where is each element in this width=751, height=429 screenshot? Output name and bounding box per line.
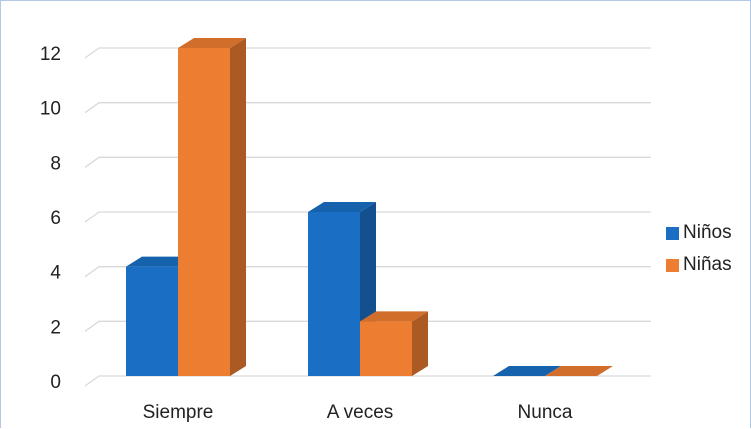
bar-ninas-1	[360, 311, 428, 376]
y-tick-label: 8	[50, 153, 61, 174]
gridline	[84, 47, 651, 59]
x-category-label: A veces	[327, 402, 394, 423]
gridline	[84, 320, 651, 332]
y-axis-ticks: 0 2 4 6 8 10 12	[40, 44, 62, 393]
bars	[126, 38, 613, 376]
gridline	[84, 156, 651, 168]
x-category-label: Nunca	[518, 402, 573, 423]
legend-label-ninas: Niñas	[683, 254, 732, 275]
legend-label-ninos: Niños	[683, 222, 732, 243]
bar-ninas-2	[545, 366, 613, 376]
legend-swatch-ninas	[666, 258, 679, 272]
y-tick-label: 12	[40, 44, 61, 65]
x-category-label: Siempre	[143, 402, 214, 423]
bar-ninos-2	[493, 366, 561, 376]
gridlines	[84, 47, 651, 387]
legend: Niños Niñas	[666, 217, 732, 281]
y-tick-label: 2	[50, 317, 61, 338]
gridline	[84, 375, 651, 387]
y-tick-label: 10	[40, 99, 61, 120]
y-tick-label: 6	[50, 208, 61, 229]
gridline	[84, 211, 651, 223]
legend-item-ninas: Niñas	[666, 249, 732, 281]
y-tick-label: 0	[50, 372, 61, 393]
legend-item-ninos: Niños	[666, 217, 732, 249]
gridline	[84, 266, 651, 278]
legend-swatch-ninos	[666, 226, 679, 240]
x-axis-categories: Siempre A veces Nunca	[143, 402, 573, 423]
bar-ninas-0	[178, 38, 246, 376]
gridline	[84, 102, 651, 114]
y-tick-label: 4	[50, 263, 61, 284]
